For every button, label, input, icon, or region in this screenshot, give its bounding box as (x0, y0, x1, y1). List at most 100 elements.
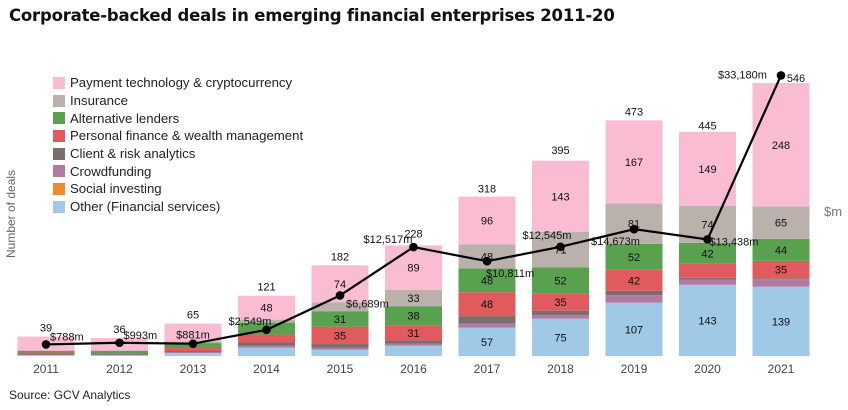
bar-segment (164, 348, 222, 352)
legend: Payment technology & cryptocurrency Insur… (53, 74, 303, 216)
segment-label: 149 (698, 164, 716, 176)
bar-segment (164, 353, 222, 356)
bar-segment (164, 323, 222, 342)
bar-segment (238, 319, 295, 323)
value-label: $12,517m (364, 234, 413, 246)
value-point (703, 235, 712, 244)
legend-item: Insurance (53, 92, 303, 110)
value-point (776, 71, 786, 80)
bar-segment (605, 269, 663, 291)
segment-label: 42 (701, 248, 713, 260)
legend-label: Alternative lenders (70, 110, 180, 126)
legend-swatch (53, 94, 65, 107)
bar-segment (17, 352, 75, 355)
bar-segment (752, 286, 810, 356)
segment-label: 48 (481, 275, 493, 287)
x-tick-label: 2011 (33, 362, 59, 376)
total-label: 36 (113, 324, 125, 336)
x-tick-label: 2018 (547, 362, 574, 376)
bar-segment (311, 349, 369, 356)
bar-segment (752, 83, 810, 207)
x-tick-label: 2016 (400, 362, 427, 376)
legend-swatch (53, 165, 65, 178)
legend-swatch (53, 76, 65, 89)
total-label: 318 (478, 184, 496, 196)
segment-label: 139 (772, 316, 790, 328)
value-label: $10,811m (486, 268, 534, 280)
total-label: 121 (257, 282, 275, 294)
legend-label: Client & risk analytics (70, 146, 196, 162)
bar-segment (605, 120, 663, 204)
x-tick-label: 2017 (474, 362, 501, 376)
bar-segment (311, 311, 369, 327)
bar-segment (605, 243, 663, 270)
bar-segment (385, 289, 442, 307)
bar-segment (752, 206, 810, 239)
bar-segment (385, 306, 442, 326)
legend-item: Other (Financial services) (53, 198, 303, 216)
legend-item: Social investing (53, 180, 303, 198)
segment-label: 167 (625, 157, 643, 169)
segment-label: 48 (260, 303, 272, 315)
bar-segment (458, 327, 516, 356)
bar-segment (752, 279, 810, 287)
bar-segment (458, 196, 516, 245)
legend-label: Social investing (70, 181, 162, 197)
segment-label: 57 (481, 337, 493, 349)
legend-swatch (53, 200, 65, 213)
segment-label: 31 (407, 328, 419, 340)
x-tick-label: 2014 (253, 362, 280, 376)
total-label: 395 (551, 145, 569, 157)
bar-segment (91, 355, 148, 356)
x-axis-ticks: 2011 2012 2013 2014 2015 2016 2017 2018 2019 2020… (33, 362, 795, 376)
value-point (41, 340, 51, 349)
bar-segment (679, 277, 736, 280)
segment-label: 74 (334, 279, 346, 291)
segment-label: 52 (628, 252, 640, 264)
bar-segment (311, 326, 369, 345)
bar-segment (458, 268, 516, 293)
legend-swatch (53, 129, 65, 142)
value-label: $14,673m (591, 236, 640, 248)
value-point (262, 325, 271, 335)
segment-label: 75 (554, 332, 566, 344)
bar-segment (238, 295, 295, 320)
bar-segment (605, 302, 663, 356)
total-label: 546 (787, 73, 805, 85)
total-label: 39 (40, 323, 52, 335)
legend-label: Other (Financial services) (70, 199, 221, 215)
bar-segment (752, 260, 810, 279)
bar-segment (532, 310, 589, 316)
x-tick-label: 2012 (106, 362, 133, 376)
bar-segment (164, 351, 222, 353)
bar-segment (238, 345, 295, 348)
bar-segment (458, 292, 516, 317)
bar-segment (679, 131, 736, 207)
value-label: $33,180m (718, 69, 767, 81)
legend-label: Insurance (70, 93, 128, 109)
segment-label: 96 (481, 215, 493, 227)
segment-label: 65 (775, 218, 787, 230)
bar-segment (605, 203, 663, 244)
bar-segment (385, 340, 442, 344)
legend-item: Client & risk analytics (53, 145, 303, 163)
legend-label: Payment technology & cryptocurrency (70, 75, 293, 91)
segment-label: 143 (698, 315, 716, 327)
segment-label: 143 (551, 191, 569, 203)
bar-segment (605, 295, 663, 303)
value-point (335, 291, 345, 300)
bar-segment (17, 351, 75, 353)
segment-label: 52 (554, 275, 566, 287)
bar-segment (164, 352, 222, 354)
bar-segment (532, 267, 589, 294)
bar-segment (605, 290, 663, 296)
value-label: $13,438m (710, 236, 759, 248)
bar-segment (532, 318, 589, 356)
segment-label: 35 (775, 265, 787, 277)
bar-segment (532, 293, 589, 311)
total-labels-layer: 39 36 65 121 182 228 318 395 473 445 546 (40, 73, 805, 336)
value-point (556, 242, 565, 252)
legend-label: Crowdfunding (70, 163, 152, 179)
legend-item: Personal finance & wealth management (53, 127, 303, 145)
